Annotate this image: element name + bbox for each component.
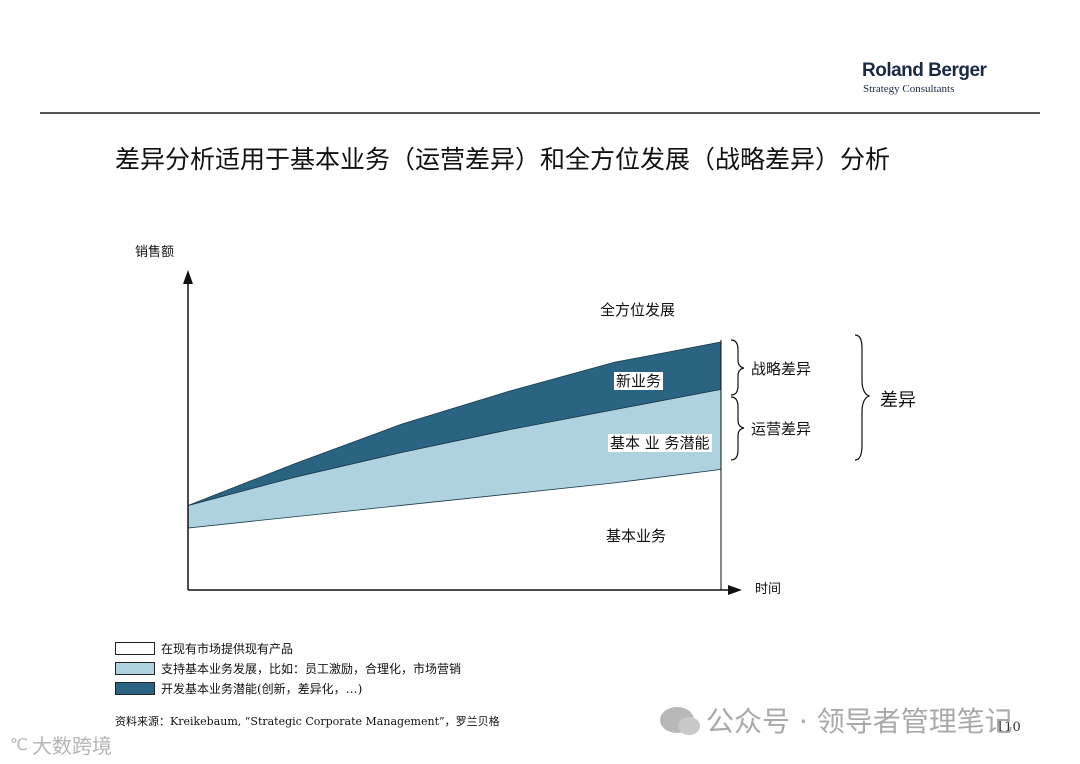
source-note: 资料来源：Kreikebaum, “Strategic Corporate Ma…: [115, 715, 500, 728]
legend-swatch: [115, 642, 155, 655]
wechat-icon: [660, 707, 700, 735]
slide-title: 差异分析适用于基本业务（运营差异）和全方位发展（战略差异）分析: [115, 145, 891, 174]
base-potential-label: 基本 业 务潜能: [608, 434, 712, 452]
legend-swatch: [115, 662, 155, 675]
area-series-0: [188, 469, 721, 590]
roland-berger-logo: Roland Berger: [862, 60, 987, 81]
corner-watermark-text: 大数跨境: [31, 734, 112, 758]
corner-logo-icon: ℃: [10, 735, 28, 754]
legend-label: 开发基本业务潜能(创新，差异化，…): [161, 682, 363, 696]
watermark-text: 公众号 · 领导者管理笔记: [706, 705, 1013, 738]
full-development-label: 全方位发展: [600, 301, 676, 319]
y-axis-label: 销售额: [135, 245, 175, 260]
legend-swatch: [115, 682, 155, 695]
base-business-label: 基本业务: [606, 527, 667, 545]
legend-item-support: 支持基本业务发展，比如：员工激励，合理化，市场营销: [115, 660, 461, 677]
operational-gap-brace: [730, 396, 745, 461]
operational-gap-label: 运营差异: [751, 420, 812, 438]
new-business-label: 新业务: [614, 372, 664, 390]
total-gap-label: 差异: [880, 390, 916, 411]
y-axis-arrow: [183, 270, 193, 284]
legend-label: 支持基本业务发展，比如：员工激励，合理化，市场营销: [161, 662, 462, 676]
legend-item-develop: 开发基本业务潜能(创新，差异化，…): [115, 680, 362, 697]
corner-watermark: ℃ 大数跨境: [10, 730, 112, 759]
legend-label: 在现有市场提供现有产品: [161, 642, 294, 656]
strategic-gap-brace: [730, 339, 745, 396]
page-number: 110: [996, 720, 1021, 735]
total-gap-brace: [854, 334, 871, 461]
x-axis-arrow: [728, 585, 742, 595]
x-axis-label: 时间: [755, 582, 782, 597]
wechat-watermark: 公众号 · 领导者管理笔记: [660, 700, 1013, 740]
strategic-gap-label: 战略差异: [751, 360, 812, 378]
legend-item-existing: 在现有市场提供现有产品: [115, 640, 293, 657]
logo-subtitle: Strategy Consultants: [863, 83, 955, 95]
header-divider: [40, 112, 1040, 114]
